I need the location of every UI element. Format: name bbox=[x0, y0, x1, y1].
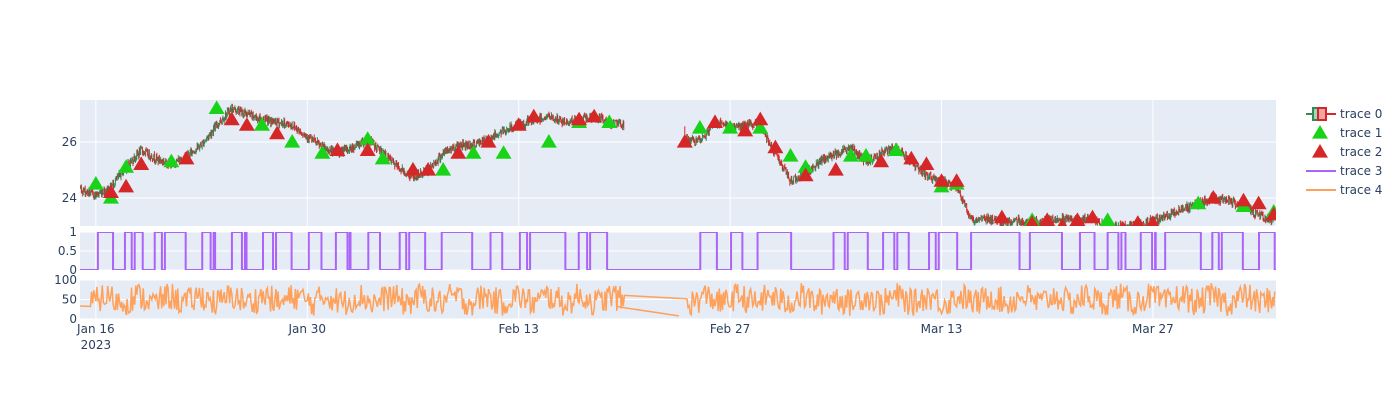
x-tick-label: Jan 30 bbox=[287, 322, 326, 336]
legend-item-trace-4[interactable]: trace 4 bbox=[1306, 183, 1382, 197]
x-tick-label: Mar 27 bbox=[1132, 322, 1174, 336]
y-tick-label: 24 bbox=[62, 191, 77, 205]
legend-label: trace 0 bbox=[1340, 107, 1382, 121]
x-tick-label: Jan 16 bbox=[76, 322, 115, 336]
x-tick-sublabel: 2023 bbox=[81, 338, 112, 352]
x-tick-label: Mar 13 bbox=[921, 322, 963, 336]
legend-candle-down-icon bbox=[1318, 108, 1326, 120]
panel-oscillator bbox=[43, 280, 1276, 319]
legend-item-trace-1[interactable]: trace 1 bbox=[1312, 125, 1382, 140]
plot-panels bbox=[43, 100, 1282, 319]
y-tick-label: 1 bbox=[69, 225, 77, 239]
legend-label: trace 2 bbox=[1340, 145, 1382, 159]
legend-triangle-icon bbox=[1312, 144, 1328, 158]
x-tick-label: Feb 27 bbox=[710, 322, 750, 336]
panel-price bbox=[66, 100, 1282, 234]
legend-item-trace-2[interactable]: trace 2 bbox=[1312, 144, 1382, 159]
y-tick-label: 100 bbox=[54, 273, 77, 287]
x-tick-label: Feb 13 bbox=[499, 322, 539, 336]
legend-item-trace-3[interactable]: trace 3 bbox=[1306, 164, 1382, 178]
y-tick-label: 50 bbox=[62, 293, 77, 307]
y-tick-label: 26 bbox=[62, 135, 77, 149]
legend-triangle-icon bbox=[1312, 125, 1328, 139]
y-tick-label: 0.5 bbox=[58, 244, 77, 258]
legend-label: trace 1 bbox=[1340, 126, 1382, 140]
panel-signal bbox=[80, 232, 1276, 270]
legend[interactable]: trace 0 trace 1 trace 2 trace 3 trace 4 bbox=[1306, 107, 1382, 197]
y-tick-label: 0 bbox=[69, 312, 77, 326]
legend-label: trace 3 bbox=[1340, 164, 1382, 178]
legend-item-trace-0[interactable]: trace 0 bbox=[1306, 107, 1382, 121]
legend-label: trace 4 bbox=[1340, 183, 1382, 197]
